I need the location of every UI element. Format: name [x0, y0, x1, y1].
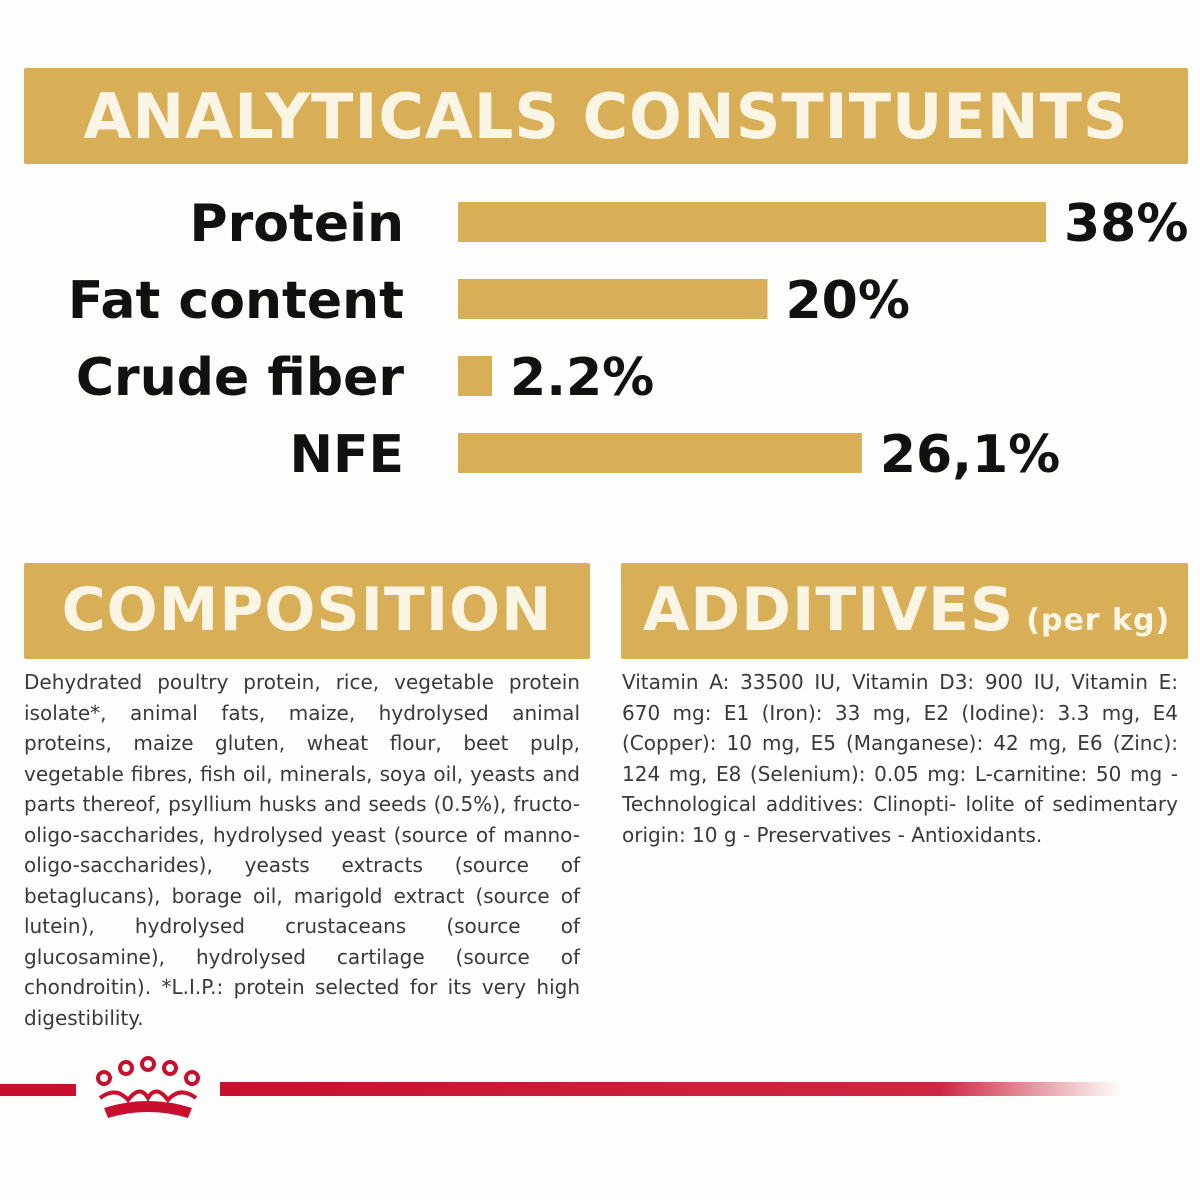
- additives-title-wrap: ADDITIVES (per kg): [643, 575, 1170, 645]
- value-label: 26,1%: [880, 425, 1060, 485]
- value-label: 38%: [1064, 194, 1188, 254]
- bar: [458, 279, 768, 319]
- additives-title: ADDITIVES: [643, 575, 1015, 645]
- composition-text: Dehydrated poultry protein, rice, vegeta…: [24, 670, 580, 1030]
- composition-title: COMPOSITION: [61, 575, 553, 645]
- crown-icon: [96, 1056, 200, 1118]
- additives-subtitle: (per kg): [1026, 603, 1171, 638]
- value-label: 2.2%: [510, 348, 654, 408]
- category-label: Crude fiber: [76, 348, 404, 408]
- bar: [458, 356, 493, 396]
- footer-band: [0, 1056, 1120, 1118]
- category-label: Fat content: [68, 271, 404, 331]
- additives-banner: ADDITIVES (per kg): [621, 563, 1188, 659]
- additives-text: Vitamin A: 33500 IU, Vitamin D3: 900 IU,…: [622, 670, 1178, 847]
- category-label: Protein: [190, 194, 404, 254]
- composition-banner: COMPOSITION: [24, 563, 590, 659]
- bar: [458, 202, 1046, 242]
- analytical-title: ANALYTICALS CONSTITUENTS: [83, 80, 1129, 153]
- bar: [458, 433, 862, 473]
- analytical-bar-chart: Protein 38% Fat content 20% Crude fiber 2.2% N…: [68, 194, 1189, 485]
- analytical-banner: ANALYTICALS CONSTITUENTS: [24, 68, 1188, 164]
- footer-line-left: [0, 1084, 76, 1096]
- footer-line-right: [220, 1082, 1120, 1096]
- value-label: 20%: [785, 271, 909, 331]
- category-label: NFE: [289, 425, 404, 485]
